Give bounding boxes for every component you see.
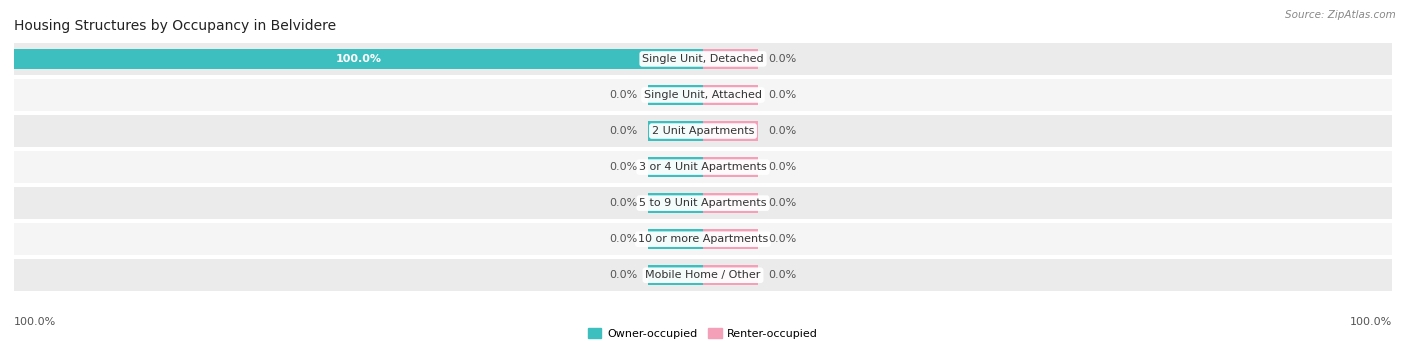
Bar [648,229,703,249]
Text: 0.0%: 0.0% [609,270,637,280]
Text: 0.0%: 0.0% [609,234,637,244]
Text: 100.0%: 100.0% [336,54,381,64]
Text: 10 or more Apartments: 10 or more Apartments [638,234,768,244]
Text: 0.0%: 0.0% [769,234,797,244]
Bar [14,49,703,69]
Text: Housing Structures by Occupancy in Belvidere: Housing Structures by Occupancy in Belvi… [14,19,336,33]
Text: 2 Unit Apartments: 2 Unit Apartments [652,126,754,136]
Text: Single Unit, Attached: Single Unit, Attached [644,90,762,100]
Text: 100.0%: 100.0% [14,317,56,327]
Bar [703,193,758,213]
Text: 0.0%: 0.0% [769,270,797,280]
Text: 5 to 9 Unit Apartments: 5 to 9 Unit Apartments [640,198,766,208]
Bar [14,151,1392,183]
Bar [14,187,1392,219]
Bar [14,260,1392,291]
Bar [703,85,758,105]
Bar [648,157,703,177]
Bar [648,193,703,213]
Text: 0.0%: 0.0% [609,90,637,100]
Bar [648,85,703,105]
Text: 0.0%: 0.0% [769,126,797,136]
Text: 0.0%: 0.0% [609,162,637,172]
Bar [703,121,758,141]
Text: Single Unit, Detached: Single Unit, Detached [643,54,763,64]
Text: 0.0%: 0.0% [769,54,797,64]
Bar [648,265,703,285]
Text: Source: ZipAtlas.com: Source: ZipAtlas.com [1285,10,1396,20]
Text: 0.0%: 0.0% [609,198,637,208]
Text: 0.0%: 0.0% [769,90,797,100]
Text: 100.0%: 100.0% [1350,317,1392,327]
Text: 0.0%: 0.0% [609,126,637,136]
Bar [648,121,703,141]
Legend: Owner-occupied, Renter-occupied: Owner-occupied, Renter-occupied [583,324,823,341]
Text: 0.0%: 0.0% [769,198,797,208]
Bar [14,223,1392,255]
Bar [703,49,758,69]
Bar [14,79,1392,111]
Bar [703,229,758,249]
Text: 3 or 4 Unit Apartments: 3 or 4 Unit Apartments [640,162,766,172]
Bar [703,265,758,285]
Text: Mobile Home / Other: Mobile Home / Other [645,270,761,280]
Bar [703,157,758,177]
Text: 0.0%: 0.0% [769,162,797,172]
Bar [14,115,1392,147]
Bar [14,43,1392,75]
